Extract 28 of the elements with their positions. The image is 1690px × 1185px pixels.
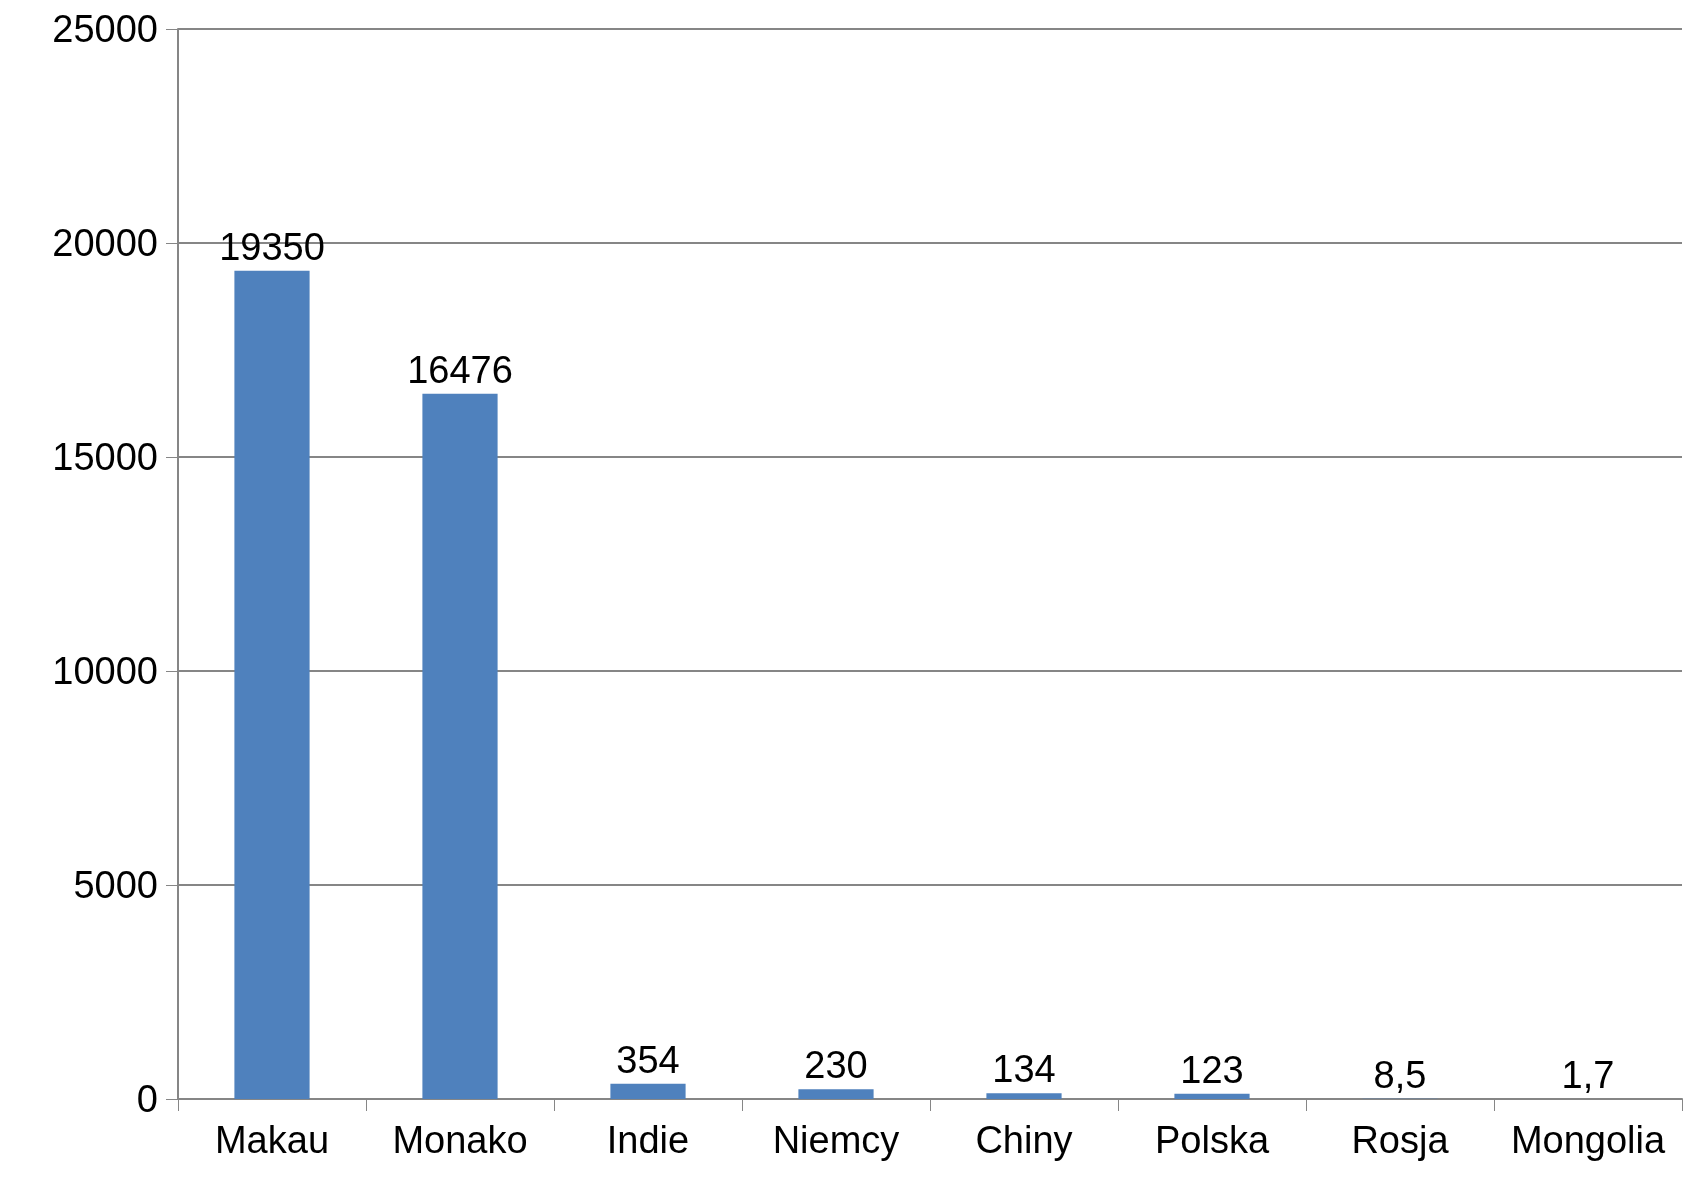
x-tick-label: Monako: [392, 1119, 528, 1161]
bar: [234, 270, 310, 1099]
y-tick-label: 20000: [52, 222, 158, 264]
y-tick-label: 25000: [52, 8, 158, 50]
data-label: 230: [804, 1044, 868, 1087]
data-label: 354: [616, 1038, 680, 1081]
y-tick-label: 10000: [52, 650, 158, 692]
data-label: 134: [992, 1048, 1056, 1091]
y-tick-label: 5000: [73, 864, 158, 906]
data-label: 19350: [219, 225, 325, 268]
x-tick-label: Rosja: [1351, 1119, 1450, 1161]
x-tick-label: Indie: [606, 1119, 690, 1161]
x-tick-label: Niemcy: [772, 1119, 900, 1161]
y-tick-label: 0: [136, 1078, 158, 1120]
x-tick-label: Makau: [214, 1119, 330, 1161]
bar: [986, 1093, 1062, 1099]
data-label: 16476: [407, 348, 513, 391]
x-tick-label: Polska: [1154, 1119, 1270, 1161]
bar: [798, 1089, 874, 1099]
data-label: 1,7: [1561, 1053, 1615, 1096]
x-tick-label: Chiny: [975, 1119, 1073, 1161]
bar: [422, 393, 498, 1099]
data-label: 8,5: [1373, 1053, 1427, 1096]
bar: [1174, 1093, 1250, 1099]
x-tick-label: Mongolia: [1510, 1119, 1666, 1161]
bar: [610, 1083, 686, 1099]
y-tick-label: 15000: [52, 436, 158, 478]
data-label: 123: [1180, 1048, 1244, 1091]
